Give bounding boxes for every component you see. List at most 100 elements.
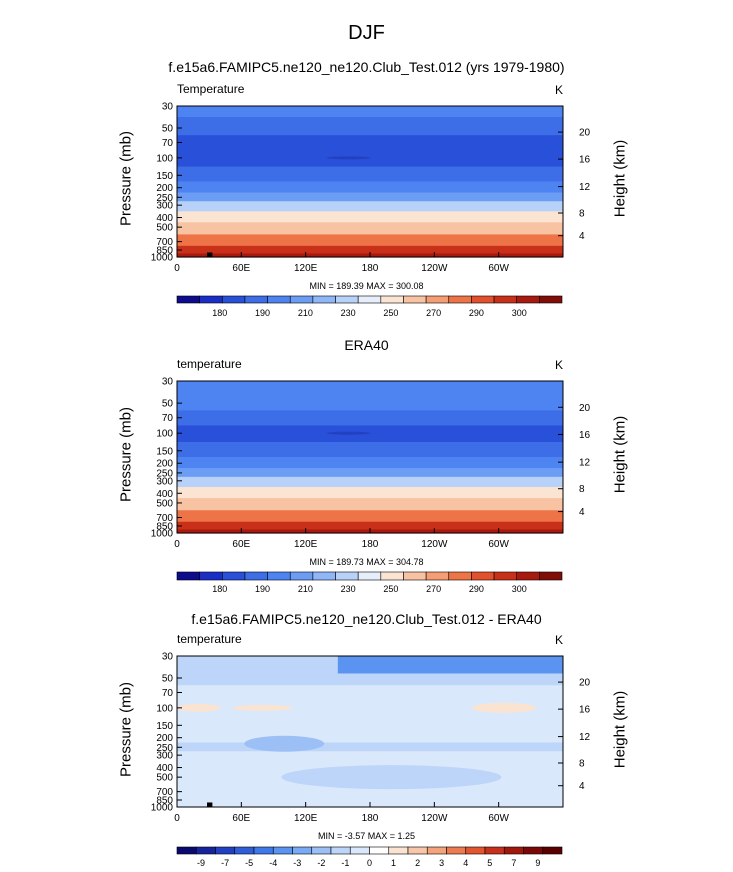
contour-band bbox=[177, 742, 563, 752]
colorbar-box bbox=[199, 295, 223, 304]
tropopause-minimum bbox=[326, 156, 371, 160]
colorbar-label: -2 bbox=[317, 858, 325, 868]
colorbar-label: 250 bbox=[383, 584, 398, 594]
x-tick-label: 60E bbox=[232, 813, 250, 824]
colorbar-box bbox=[244, 295, 268, 304]
contour-band bbox=[177, 700, 563, 718]
colorbar-box bbox=[388, 846, 409, 855]
panel-1-units: K bbox=[555, 83, 564, 97]
panel-1-var-label: Temperature bbox=[177, 82, 245, 96]
topography bbox=[207, 802, 213, 807]
x-tick-label: 120E bbox=[294, 539, 318, 550]
cold-region bbox=[244, 735, 325, 752]
contour-band bbox=[177, 234, 563, 247]
colorbar-box bbox=[253, 846, 274, 855]
y-tick-label: 200 bbox=[156, 459, 173, 470]
y2-tick-label: 8 bbox=[579, 484, 585, 495]
y-tick-label: 100 bbox=[156, 429, 173, 440]
contour-band bbox=[177, 498, 563, 511]
colorbar-box bbox=[335, 295, 359, 304]
colorbar-box bbox=[493, 571, 518, 581]
x-tick-label: 60E bbox=[232, 539, 250, 550]
y2-tick-label: 12 bbox=[579, 458, 591, 469]
contour-band bbox=[177, 116, 563, 136]
colorbar-box bbox=[448, 571, 472, 581]
contour-band bbox=[177, 192, 563, 202]
warm-anomaly bbox=[176, 703, 221, 712]
topography bbox=[207, 252, 213, 257]
panel-3-colorbar: -9 -7 -5 -4 -3 -2 -1 0 1 2 3 4 5 7 9 bbox=[176, 846, 563, 868]
contour-band bbox=[177, 487, 563, 499]
colorbar-box bbox=[425, 571, 450, 581]
y-tick-label: 100 bbox=[156, 153, 173, 164]
y-tick-label: 700 bbox=[156, 787, 173, 798]
colorbar-box bbox=[176, 295, 200, 304]
colorbar-label: 190 bbox=[255, 584, 270, 594]
y-tick-label: 150 bbox=[156, 171, 173, 182]
panel-2-title: ERA40 bbox=[344, 337, 389, 353]
x-tick-label: 60E bbox=[232, 263, 250, 274]
contour-band bbox=[177, 410, 563, 427]
colorbar-label: -4 bbox=[269, 858, 277, 868]
contour-band bbox=[177, 392, 563, 412]
colorbar-box bbox=[516, 571, 540, 581]
colorbar-label: 210 bbox=[298, 308, 313, 318]
colorbar-box bbox=[523, 846, 544, 855]
panel-2-var-label: temperature bbox=[177, 357, 242, 371]
colorbar-box bbox=[426, 846, 447, 855]
y2-tick-label: 4 bbox=[579, 231, 585, 242]
y-tick-label: 400 bbox=[156, 763, 173, 774]
x-tick-label: 180 bbox=[362, 263, 379, 274]
colorbar-box bbox=[272, 846, 293, 855]
contour-band bbox=[177, 211, 563, 223]
panel-2-minmax: MIN = 189.73 MAX = 304.78 bbox=[309, 557, 424, 567]
y-tick-label: 400 bbox=[156, 213, 173, 224]
x-tick-label: 120W bbox=[421, 539, 448, 550]
colorbar-label: 2 bbox=[415, 858, 420, 868]
y-tick-label: 850 bbox=[156, 796, 173, 807]
colorbar-box bbox=[195, 846, 216, 855]
y-tick-label: 1000 bbox=[151, 529, 174, 540]
x-tick-label: 0 bbox=[174, 539, 180, 550]
contour-band bbox=[177, 425, 563, 443]
y-tick-label: 850 bbox=[156, 521, 173, 532]
contour-band bbox=[177, 106, 563, 118]
colorbar-box bbox=[403, 295, 427, 304]
contour-band bbox=[177, 731, 563, 744]
y2-tick-label: 16 bbox=[579, 155, 591, 166]
y-tick-label: 500 bbox=[156, 773, 173, 784]
y2-tick-label: 8 bbox=[579, 759, 585, 770]
colorbar-box bbox=[267, 571, 291, 581]
contour-band bbox=[177, 150, 563, 168]
colorbar-box bbox=[215, 846, 236, 855]
colorbar-label: -7 bbox=[221, 858, 229, 868]
y2-tick-label: 12 bbox=[579, 732, 591, 743]
colorbar-box bbox=[234, 846, 255, 855]
colorbar-box bbox=[311, 846, 332, 855]
x-tick-label: 60W bbox=[488, 263, 509, 274]
colorbar-box bbox=[349, 846, 370, 855]
colorbar-label: 270 bbox=[426, 308, 441, 318]
colorbar-label: 290 bbox=[469, 308, 484, 318]
y-tick-label: 70 bbox=[162, 138, 174, 149]
colorbar-box bbox=[471, 295, 495, 304]
colorbar-box bbox=[493, 295, 518, 304]
x-tick-label: 60W bbox=[488, 813, 509, 824]
panel-3-var-label: temperature bbox=[177, 632, 242, 646]
contour-band bbox=[177, 441, 563, 458]
colorbar-box bbox=[471, 571, 495, 581]
y-tick-label: 70 bbox=[162, 688, 174, 699]
panel-3-minmax: MIN = -3.57 MAX = 1.25 bbox=[317, 831, 416, 841]
colorbar-box bbox=[330, 846, 351, 855]
x-tick-label: 180 bbox=[362, 813, 379, 824]
panel-3-units: K bbox=[555, 633, 564, 647]
panel-2-units: K bbox=[555, 358, 564, 372]
contour-band bbox=[177, 510, 563, 523]
colorbar-box bbox=[380, 295, 404, 304]
cold-region bbox=[337, 656, 563, 674]
y-tick-label: 300 bbox=[156, 751, 173, 762]
